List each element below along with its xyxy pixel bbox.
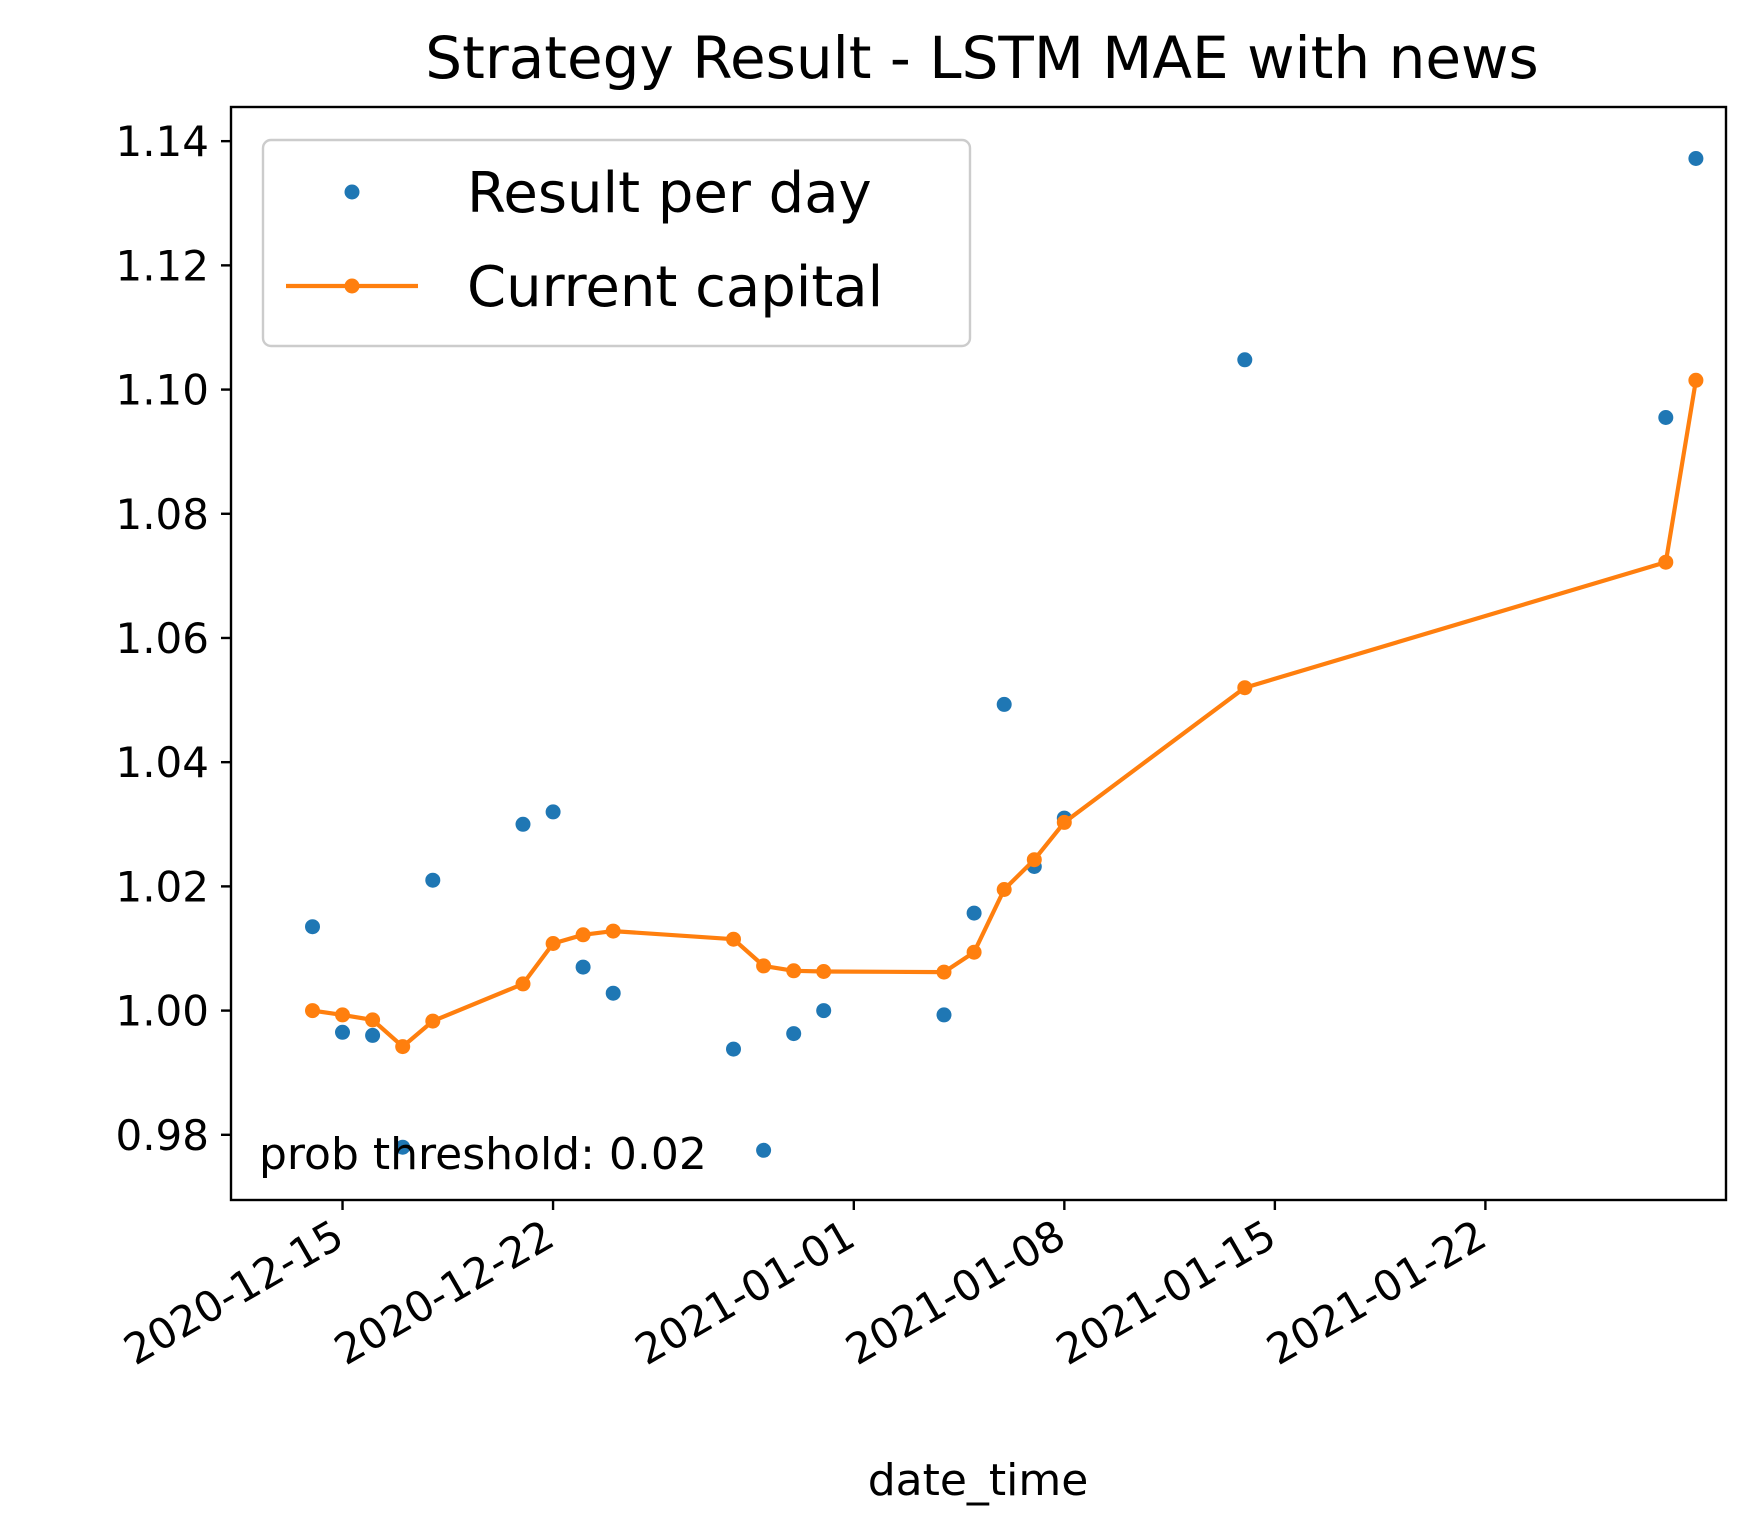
point-current-capital-17: [1056, 814, 1072, 830]
x-axis-label: date_time: [868, 1455, 1089, 1506]
legend-label-current-capital: Current capital: [467, 255, 883, 320]
point-result-per-day-6: [545, 804, 561, 820]
point-current-capital-8: [605, 923, 621, 939]
point-current-capital-11: [786, 963, 802, 979]
point-current-capital-13: [936, 964, 952, 980]
point-result-per-day-8: [605, 985, 621, 1001]
point-current-capital-1: [335, 1007, 350, 1023]
y-tick-label-4: 1.06: [115, 614, 209, 663]
point-result-per-day-12: [816, 1003, 832, 1019]
point-result-per-day-14: [966, 905, 982, 921]
y-tick-label-5: 1.08: [115, 490, 209, 539]
point-current-capital-5: [515, 976, 531, 992]
point-current-capital-7: [575, 927, 591, 943]
point-current-capital-6: [545, 936, 561, 951]
legend-label-result-per-day: Result per day: [467, 161, 872, 226]
annotation-prob-threshold: prob threshold: 0.02: [259, 1129, 707, 1180]
point-result-per-day-13: [936, 1007, 952, 1023]
point-result-per-day-3: [395, 1139, 411, 1155]
point-current-capital-20: [1688, 372, 1704, 388]
point-current-capital-16: [1026, 852, 1042, 868]
point-current-capital-2: [365, 1012, 381, 1028]
y-tick-label-6: 1.10: [115, 366, 209, 415]
y-tick-label-7: 1.12: [115, 241, 209, 290]
y-tick-label-0: 0.98: [115, 1111, 209, 1160]
legend-marker-result-per-day: [344, 184, 360, 200]
point-result-per-day-18: [1237, 352, 1253, 368]
legend-marker-current-capital: [344, 278, 360, 294]
point-result-per-day-5: [515, 816, 531, 832]
y-tick-label-3: 1.04: [115, 738, 209, 787]
point-result-per-day-19: [1658, 410, 1674, 425]
y-tick-label-8: 1.14: [115, 117, 209, 166]
point-result-per-day-2: [365, 1027, 381, 1043]
y-tick-label-1: 1.00: [115, 987, 209, 1036]
y-tick-label-2: 1.02: [115, 862, 209, 911]
plot-area: [305, 151, 1704, 1158]
point-current-capital-3: [395, 1039, 411, 1055]
point-result-per-day-15: [996, 696, 1012, 712]
point-current-capital-4: [425, 1013, 441, 1029]
point-current-capital-9: [726, 931, 741, 947]
point-current-capital-19: [1658, 554, 1674, 570]
point-result-per-day-9: [726, 1041, 741, 1057]
legend: Result per day Current capital: [261, 138, 972, 348]
point-result-per-day-10: [756, 1142, 772, 1158]
axes-frame: [229, 105, 1728, 1202]
point-current-capital-15: [996, 882, 1012, 897]
point-current-capital-10: [756, 958, 772, 974]
point-current-capital-18: [1237, 680, 1253, 696]
point-result-per-day-20: [1688, 151, 1704, 166]
y-axis: 0.98 1.00 1.02 1.04 1.06 1.08 1.10 1.12 1.14: [115, 117, 231, 1160]
point-result-per-day-11: [786, 1026, 802, 1042]
point-result-per-day-0: [305, 919, 320, 935]
point-current-capital-0: [305, 1003, 320, 1019]
chart-title: Strategy Result - LSTM MAE with news: [425, 24, 1538, 92]
point-current-capital-12: [816, 964, 832, 979]
point-current-capital-14: [966, 944, 982, 960]
point-result-per-day-4: [425, 872, 441, 888]
legend-frame: [261, 138, 972, 348]
point-result-per-day-1: [335, 1024, 350, 1040]
point-result-per-day-7: [575, 959, 591, 975]
